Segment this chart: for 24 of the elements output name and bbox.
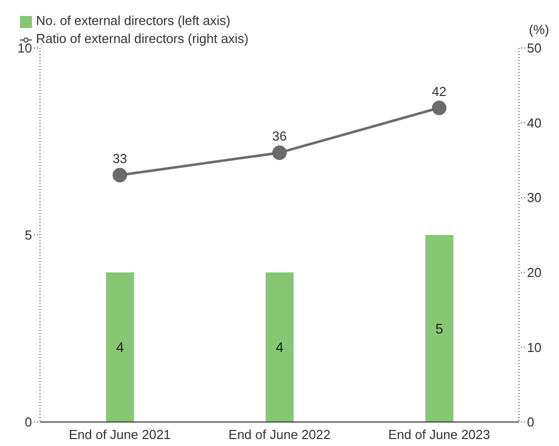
y2-tick-label: 40: [527, 115, 542, 130]
y-tick-label: 5: [24, 228, 32, 243]
data-label: 33: [112, 151, 128, 166]
y2-tick-label: 30: [527, 190, 542, 206]
data-label: 5: [435, 320, 444, 336]
y2-axis-title: (%): [528, 22, 550, 37]
data-label: 4: [276, 339, 284, 356]
y-tick-label: 0: [24, 414, 32, 430]
legend-label: No. of external directors (left axis): [36, 13, 230, 28]
x-tick-label: End of June 2023: [388, 427, 490, 442]
y2-tick-label: 10: [527, 340, 542, 355]
data-label: 42: [432, 84, 446, 99]
x-tick-label: End of June 2021: [68, 427, 171, 442]
point: [112, 168, 128, 182]
y2-tick-label: 50: [527, 40, 542, 56]
data-label: 36: [272, 128, 287, 144]
y2-tick-label: 0: [527, 414, 534, 430]
y-tick-label: 10: [18, 40, 32, 56]
point: [432, 100, 446, 116]
legend-label: Ratio of external directors (right axis): [36, 31, 248, 46]
data-label: 4: [116, 339, 124, 356]
x-tick-label: End of June 2022: [228, 427, 330, 442]
y2-tick-label: 20: [527, 265, 542, 280]
point: [272, 145, 287, 160]
